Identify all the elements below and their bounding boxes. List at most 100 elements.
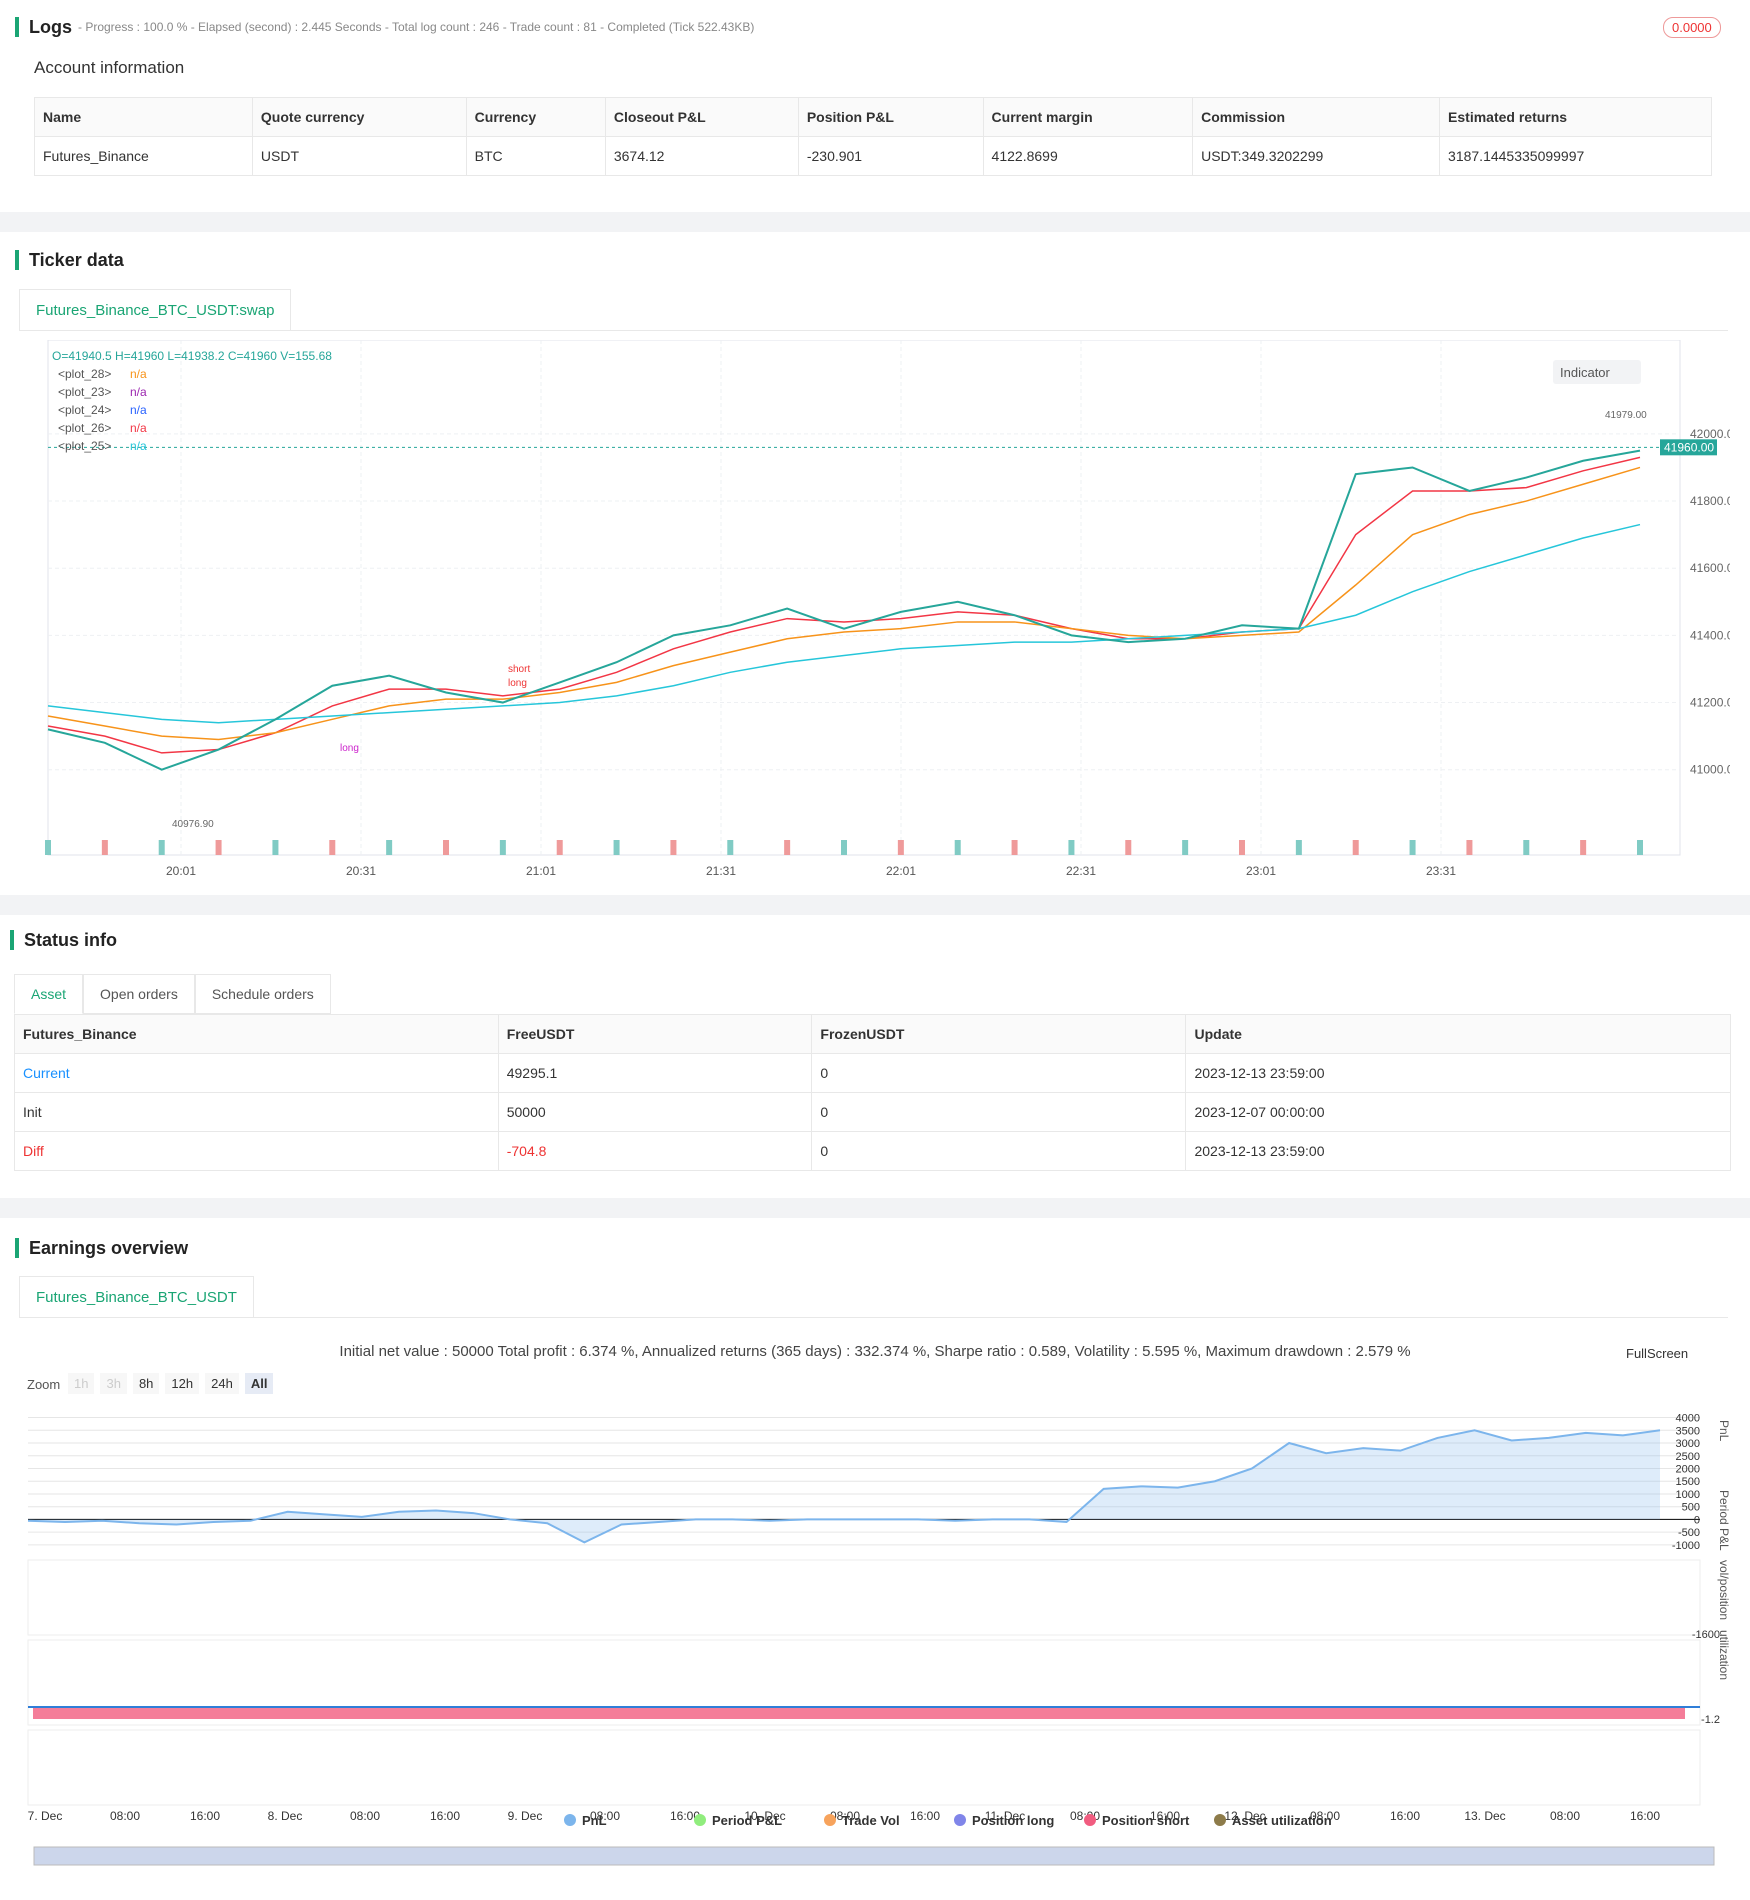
legend-symbol [694,1814,706,1826]
x-tick-label: 22:01 [886,864,916,878]
legend-symbol [1214,1814,1226,1826]
y-tick-label: 1000 [1676,1489,1700,1501]
status-tab[interactable]: Open orders [83,974,195,1014]
column-header: Futures_Binance [14,1014,499,1054]
legend-label[interactable]: Period P&L [712,1813,782,1828]
plot-value: n/a [130,439,147,453]
volume-bar [272,840,279,855]
x-tick-label: 20:01 [166,864,196,878]
x-tick-label: 08:00 [1310,1809,1340,1823]
zoom-button[interactable]: 12h [165,1373,200,1394]
x-tick-label: 9. Dec [508,1809,543,1823]
y-tick-label: 0 [1694,1514,1700,1526]
volume-bar [954,840,961,855]
table-cell: Current [14,1053,499,1093]
volume-bar [556,840,563,855]
panel [27,1559,1701,1636]
volume-bar [386,840,393,855]
volume-bar [670,840,677,855]
volume-bar [443,840,449,855]
ticker-chart: 41000.00 41200.00 41400.00 41600.00 41800.00… [45,340,1730,878]
table-cell: 0 [811,1053,1187,1093]
status-title: Status info [10,930,117,950]
volume-bar [1466,840,1473,855]
earnings-chart: -1000-5000500100015002000250030003500400… [27,1413,1730,1866]
zoom-button[interactable]: 8h [132,1373,160,1394]
y-tick-label: 41000.00 [1690,763,1730,777]
trade-marker: long [340,743,359,754]
column-header: Commission [1192,97,1441,137]
legend-label[interactable]: PnL [582,1813,607,1828]
zoom-button[interactable]: 24h [205,1373,239,1394]
plot-name: <plot_23> [58,385,111,399]
logs-badge: 0.0000 [1663,17,1721,38]
ticker-title: Ticker data [15,250,124,270]
separator [0,212,1750,232]
table-row: Init 50000 0 2023-12-07 00:00:00 [14,1092,1731,1132]
status-tab[interactable]: Schedule orders [194,974,331,1014]
table-row: Current 49295.1 0 2023-12-13 23:59:00 [14,1053,1731,1093]
legend-label[interactable]: Asset utilization [1232,1813,1332,1828]
account-title: Account information [34,58,185,77]
x-tick-label: 08:00 [830,1809,860,1823]
y-tick-label: 42000.00 [1690,427,1730,441]
indicator-button[interactable] [1553,360,1641,384]
status-table: Futures_Binance FreeUSDT FrozenUSDT Update C… [14,1014,1731,1171]
fullscreen-button[interactable]: FullScreen [1626,1346,1689,1361]
zoom-button[interactable]: All [244,1373,274,1394]
column-header: Update [1185,1014,1731,1054]
low-label: 40976.90 [172,819,214,830]
vol-tick: -1.2 [1701,1714,1720,1726]
trade-marker: short [508,664,530,675]
y-tick-label: 3000 [1676,1438,1700,1450]
legend-label[interactable]: Position short [1102,1813,1190,1828]
tab-line [19,330,1728,331]
table-cell: 0 [811,1131,1187,1171]
volume-bar [1352,840,1359,855]
earnings-title: Earnings overview [15,1238,188,1258]
x-tick-label: 8. Dec [268,1809,303,1823]
indicator-line [47,523,1641,724]
ticker-tab[interactable]: Futures_Binance_BTC_USDT:swap [19,289,292,331]
volume-bar [1409,840,1416,855]
x-tick-label: 11. Dec [985,1809,1025,1823]
legend-label[interactable]: Position long [972,1813,1054,1828]
indicator-line [47,456,1641,754]
plot-name: <plot_25> [58,439,111,453]
y-tick-label: 2000 [1676,1463,1700,1475]
table-row: Diff -704.8 0 2023-12-13 23:59:00 [14,1131,1731,1171]
x-tick-label: 16:00 [1390,1809,1420,1823]
volume-bar [1068,840,1075,855]
x-tick-label: 22:31 [1066,864,1096,878]
earnings-stats: Initial net value : 50000 Total profit :… [339,1343,1411,1360]
earnings-tab[interactable]: Futures_Binance_BTC_USDT [19,1276,254,1318]
table-cell: -704.8 [497,1131,813,1171]
y-tick-label: 2500 [1676,1451,1700,1463]
volume-bar [1182,840,1189,855]
x-tick-label: 21:01 [526,864,556,878]
y-tick-label: -500 [1678,1527,1700,1539]
navigator [33,1846,1715,1866]
x-tick-label: 16:00 [190,1809,220,1823]
header-row: Name Quote currency Currency Closeout P&L Po… [34,97,1712,137]
status-tab[interactable]: Asset [14,974,84,1014]
table-cell: Diff [14,1131,499,1171]
axis-title: utilization [1717,1630,1730,1680]
zoom-button[interactable]: 3h [100,1373,127,1394]
volume-bar [1637,840,1643,855]
table-cell: USDT:349.3202299 [1192,136,1441,176]
x-tick-label: 21:31 [706,864,736,878]
volume-bar [101,840,108,855]
legend-symbol [564,1814,576,1826]
high-label: 41979.00 [1605,410,1647,421]
zoom-button[interactable]: 1h [68,1373,95,1394]
trade-marker: long [508,678,527,689]
table-cell: USDT [251,136,467,176]
account-table: Name Quote currency Currency Closeout P&L Po… [34,97,1712,176]
table-cell: 0 [811,1092,1187,1132]
legend-label[interactable]: Trade Vol [842,1813,900,1828]
y-tick-label: 1500 [1676,1476,1700,1488]
x-tick-label: 08:00 [110,1809,140,1823]
logs-title: Logs [15,17,72,37]
separator [0,895,1750,915]
